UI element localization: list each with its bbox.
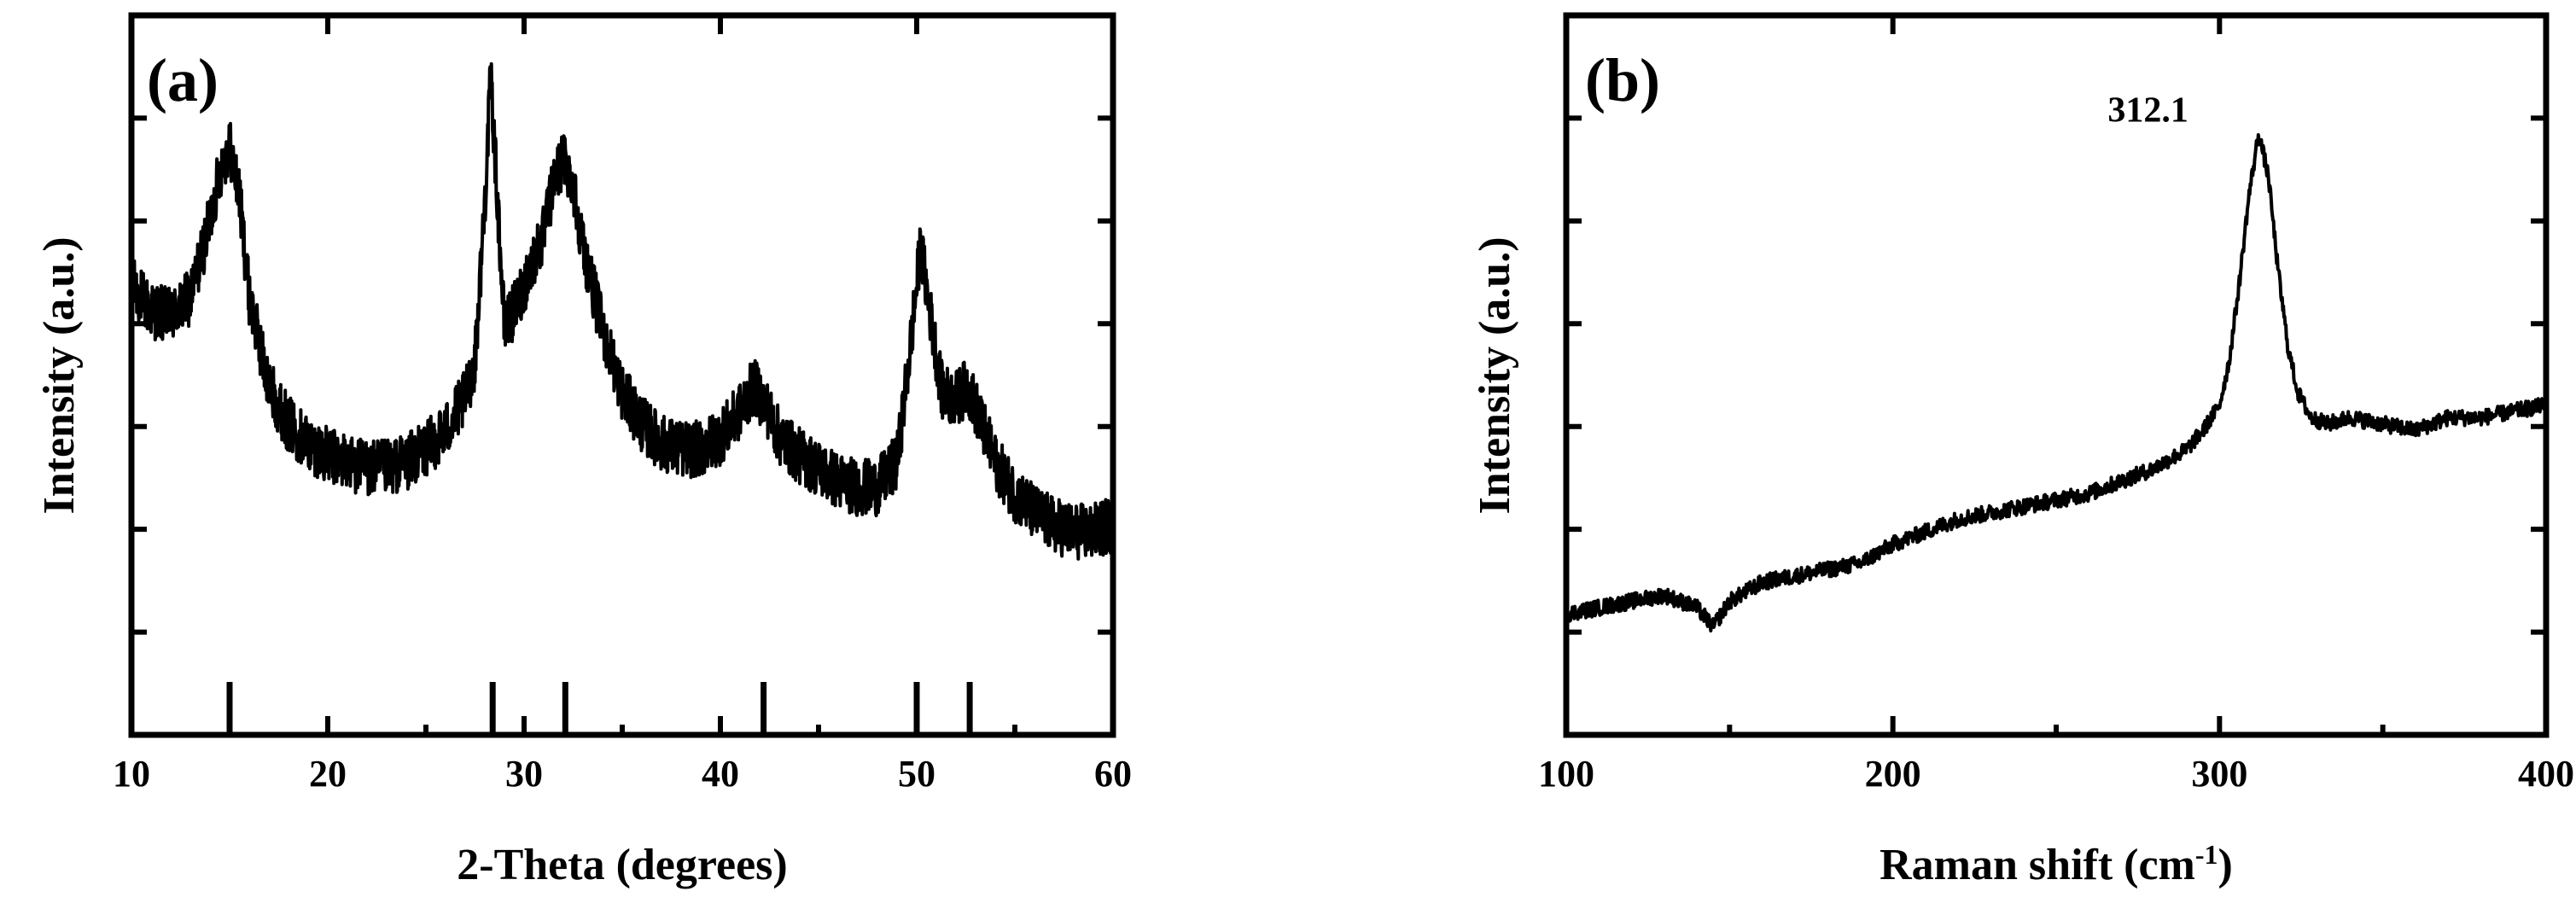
panel-b-x-axis-label: Raman shift (cm-1) [1880, 839, 2233, 889]
panel-b-x-axis-label-close: ) [2218, 841, 2233, 889]
x-tick-label: 30 [505, 753, 543, 795]
panel-b-x-axis-label-main: Raman shift (cm [1880, 841, 2195, 889]
x-tick-label: 100 [1538, 753, 1594, 795]
panel-b-raman-trace [1565, 133, 2548, 632]
x-tick-label: 20 [309, 753, 347, 795]
panel-a: 10 20 30 40 50 60 (a) 2-Theta (degrees) Inten… [35, 12, 1132, 889]
x-tick-label: 300 [2191, 753, 2247, 795]
x-tick-label: 400 [2518, 753, 2574, 795]
panel-a-x-axis-label: 2-Theta (degrees) [457, 841, 788, 889]
x-tick-label: 40 [702, 753, 739, 795]
x-tick-label: 50 [898, 753, 935, 795]
panel-b-x-axis-label-superscript: -1 [2195, 839, 2218, 870]
panel-b-label: (b) [1585, 46, 1660, 114]
x-tick-label: 60 [1094, 753, 1132, 795]
panel-b-y-ticks [1566, 115, 2546, 635]
panel-a-reference-bars [226, 682, 973, 735]
x-tick-label: 200 [1865, 753, 1921, 795]
x-tick-label: 10 [113, 753, 150, 795]
panel-a-label: (a) [147, 46, 219, 114]
panel-b: 100 200 300 400 (b) 312.1 Raman shift (cm-1… [1471, 12, 2574, 889]
panel-a-x-ticks: 10 20 30 40 50 60 [113, 15, 1132, 795]
panel-a-xrd-trace [130, 61, 1115, 561]
panel-b-y-axis-label: Intensity (a.u.) [1471, 236, 1519, 514]
panel-b-x-ticks: 100 200 300 400 [1538, 15, 2574, 795]
panel-b-peak-annotation: 312.1 [2107, 90, 2188, 130]
panel-a-y-axis-label: Intensity (a.u.) [35, 236, 84, 514]
